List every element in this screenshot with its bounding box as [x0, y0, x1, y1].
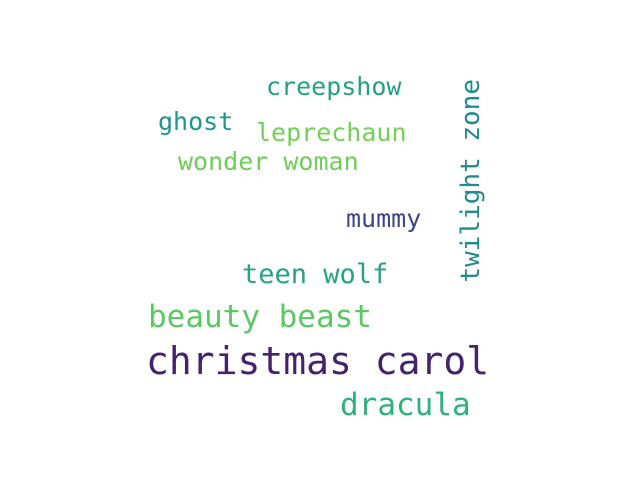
word-wonder-woman: wonder woman	[178, 147, 359, 176]
word-christmas-carol: christmas carol	[146, 339, 490, 383]
word-teen-wolf: teen wolf	[242, 259, 389, 290]
word-ghost: ghost	[158, 107, 234, 136]
word-beauty-beast: beauty beast	[148, 299, 372, 335]
word-mummy: mummy	[346, 204, 422, 233]
word-creepshow: creepshow	[266, 72, 402, 101]
word-dracula: dracula	[340, 387, 471, 423]
word-leprechaun: leprechaun	[256, 118, 407, 147]
word-twilight-zone: twilight zone	[456, 79, 486, 283]
